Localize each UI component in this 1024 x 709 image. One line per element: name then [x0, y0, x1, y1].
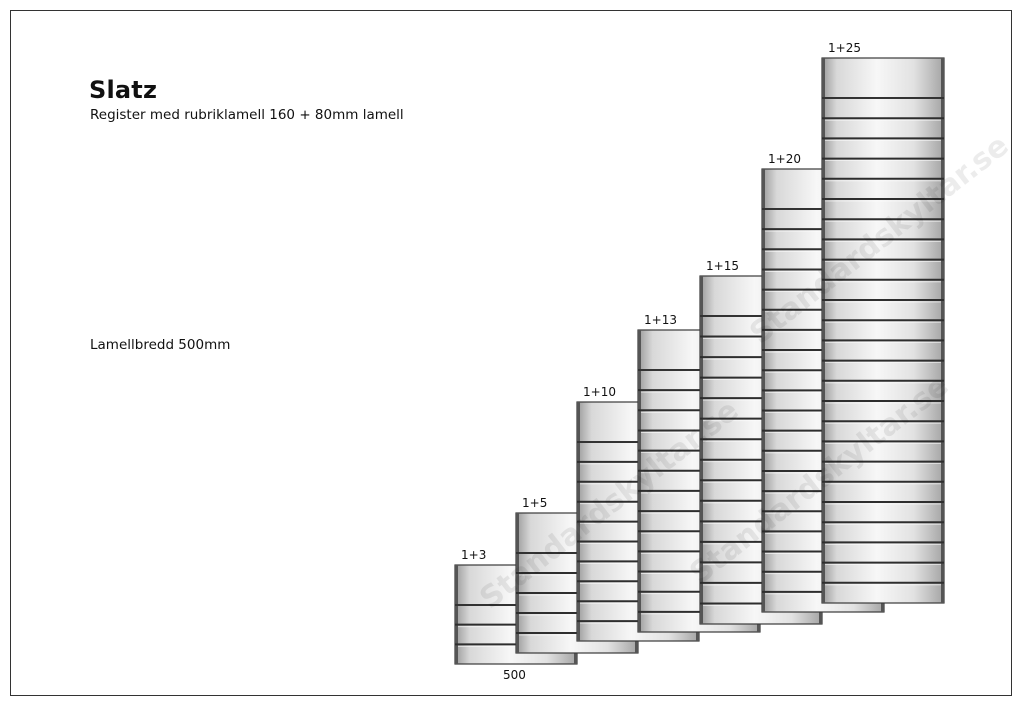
left-rail [516, 513, 519, 653]
unit-label: 1+3 [461, 548, 486, 562]
unit-panel [821, 57, 945, 604]
page-subtitle: Register med rubriklamell 160 + 80mm lam… [90, 107, 404, 123]
left-rail [700, 276, 703, 624]
left-rail [455, 565, 458, 664]
width-dimension-label: 500 [503, 668, 526, 682]
unit-label: 1+10 [583, 385, 616, 399]
left-rail [638, 330, 641, 632]
register-unit-1-plus-25: 1+25 [821, 41, 945, 604]
left-rail [822, 58, 825, 603]
unit-label: 1+20 [768, 152, 801, 166]
page-title: Slatz [89, 76, 158, 104]
right-rail [941, 58, 944, 603]
unit-label: 1+5 [522, 496, 547, 510]
unit-label: 1+25 [828, 41, 861, 55]
page-frame [10, 10, 1012, 696]
unit-label: 1+15 [706, 259, 739, 273]
unit-label: 1+13 [644, 313, 677, 327]
slat-width-note: Lamellbredd 500mm [90, 337, 231, 353]
